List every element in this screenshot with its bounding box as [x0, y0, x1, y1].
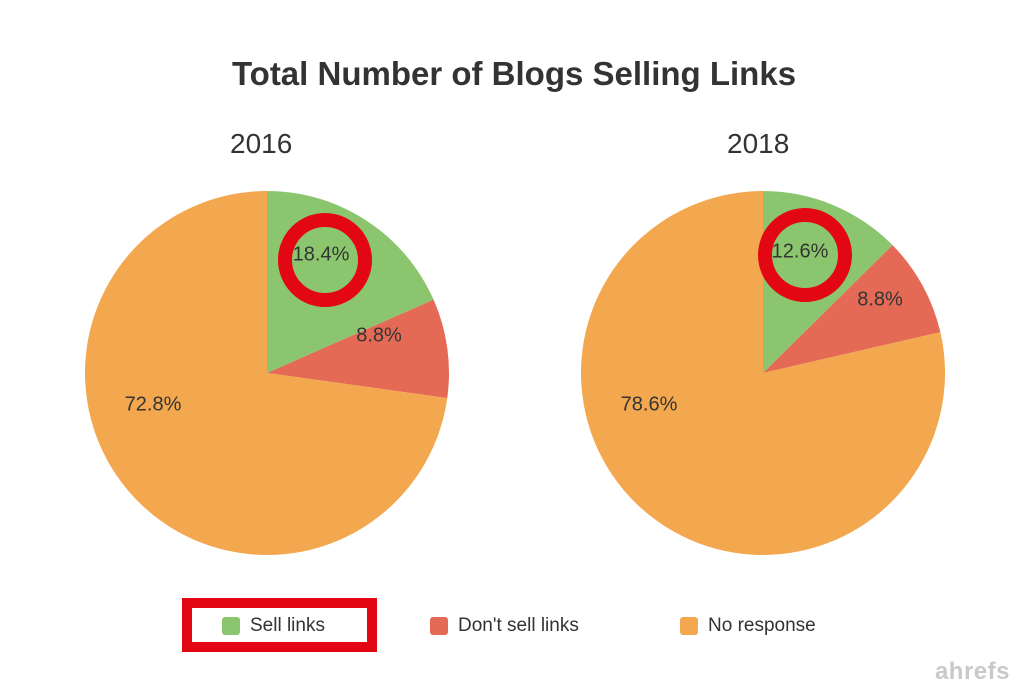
pie-2018-dont-sell-links-label: 8.8% — [857, 289, 903, 312]
pie-2018 — [581, 191, 945, 555]
legend-swatch-sell-links — [222, 617, 240, 635]
pie-2016-year-label: 2016 — [230, 128, 292, 160]
legend-label-dont-sell-links: Don't sell links — [458, 615, 579, 637]
legend-swatch-dont-sell-links — [430, 617, 448, 635]
legend-item-dont-sell-links: Don't sell links — [430, 615, 579, 637]
legend-item-no-response: No response — [680, 615, 816, 637]
pie-2016-sell-links-label: 18.4% — [293, 244, 350, 267]
legend-item-sell-links: Sell links — [222, 615, 325, 637]
chart-title: Total Number of Blogs Selling Links — [0, 55, 1028, 93]
pie-2016-no-response-label: 72.8% — [125, 394, 182, 417]
legend-label-no-response: No response — [708, 615, 816, 637]
legend-label-sell-links: Sell links — [250, 615, 325, 637]
branding-ahrefs: ahrefs — [935, 658, 1010, 686]
pie-2018-sell-links-label: 12.6% — [772, 241, 829, 264]
pie-2016-dont-sell-links-label: 8.8% — [356, 325, 402, 348]
pie-2018-year-label: 2018 — [727, 128, 789, 160]
pie-2016 — [85, 191, 449, 555]
legend-swatch-no-response — [680, 617, 698, 635]
pie-2018-no-response-label: 78.6% — [621, 394, 678, 417]
